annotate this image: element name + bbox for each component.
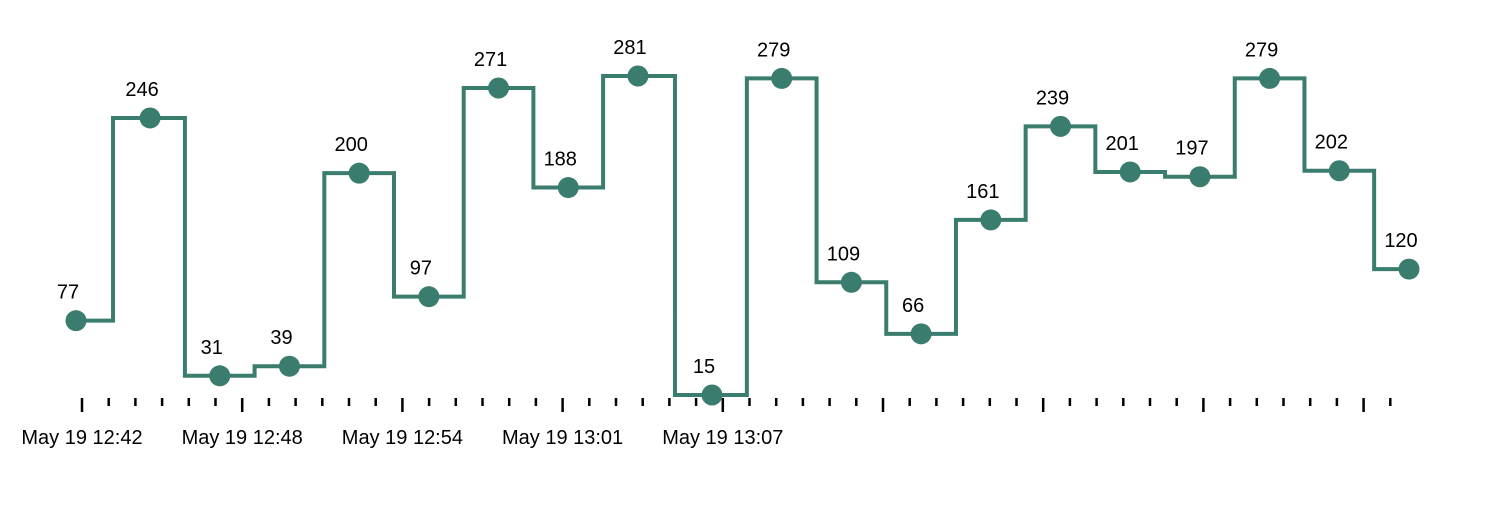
x-tick-label: May 19 12:48 bbox=[182, 427, 303, 449]
data-point bbox=[771, 67, 793, 89]
data-value-label: 161 bbox=[966, 181, 999, 203]
data-value-label: 279 bbox=[757, 39, 790, 61]
data-point bbox=[488, 77, 510, 99]
data-value-label: 39 bbox=[270, 327, 292, 349]
data-value-label: 246 bbox=[125, 79, 158, 101]
data-value-label: 109 bbox=[827, 243, 860, 265]
data-point bbox=[1050, 115, 1072, 137]
data-value-labels: 77 246 31 39 200 97 271 188 281 15 279 109 66 161 239 2… bbox=[57, 37, 1418, 378]
x-tick-label: May 19 12:42 bbox=[21, 427, 142, 449]
data-value-label: 97 bbox=[410, 258, 432, 280]
data-point bbox=[627, 65, 649, 87]
data-point bbox=[1398, 258, 1420, 280]
x-tick-label: May 19 13:01 bbox=[502, 427, 623, 449]
data-value-label: 201 bbox=[1106, 133, 1139, 155]
data-value-label: 15 bbox=[693, 356, 715, 378]
data-point bbox=[910, 323, 932, 345]
data-value-label: 200 bbox=[334, 134, 367, 156]
data-point bbox=[278, 355, 300, 377]
data-point bbox=[557, 177, 579, 199]
data-point bbox=[1259, 67, 1281, 89]
data-point bbox=[1328, 160, 1350, 182]
data-point bbox=[65, 310, 87, 332]
data-value-label: 202 bbox=[1315, 132, 1348, 154]
data-points bbox=[65, 65, 1420, 406]
data-value-label: 31 bbox=[201, 337, 223, 359]
x-tick-label: May 19 13:07 bbox=[662, 427, 783, 449]
data-value-label: 197 bbox=[1175, 138, 1208, 160]
data-value-label: 279 bbox=[1245, 39, 1278, 61]
data-value-label: 188 bbox=[544, 149, 577, 171]
data-value-label: 77 bbox=[57, 282, 79, 304]
data-point bbox=[418, 286, 440, 308]
data-value-label: 239 bbox=[1036, 87, 1069, 109]
x-tick-label: May 19 12:54 bbox=[342, 427, 463, 449]
data-point bbox=[1119, 161, 1141, 183]
data-value-label: 120 bbox=[1384, 230, 1417, 252]
data-point bbox=[139, 107, 161, 129]
data-point bbox=[1189, 166, 1211, 188]
data-point bbox=[348, 162, 370, 184]
data-value-label: 281 bbox=[613, 37, 646, 59]
data-value-label: 271 bbox=[474, 49, 507, 71]
data-point bbox=[980, 209, 1002, 231]
x-axis: May 19 12:42 May 19 12:48 May 19 12:54 May … bbox=[21, 398, 1392, 449]
data-point bbox=[840, 271, 862, 293]
data-point bbox=[701, 384, 723, 406]
data-point bbox=[209, 365, 231, 387]
data-value-label: 66 bbox=[902, 295, 924, 317]
